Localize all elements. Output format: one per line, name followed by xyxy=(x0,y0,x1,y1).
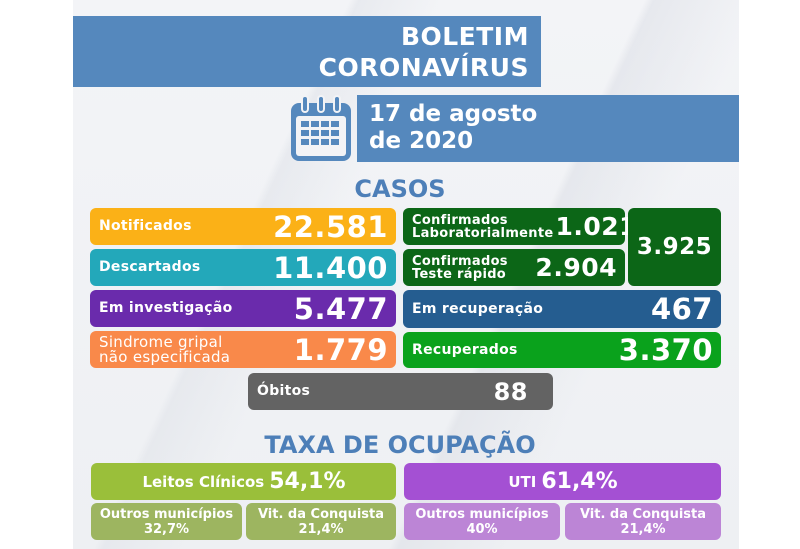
confirmados-lab-card: Confirmados Laboratorialmente 1.021 xyxy=(403,208,637,245)
leitos-clinicos-card: Leitos Clínicos 54,1% xyxy=(91,463,396,500)
confirmados-lab-label-line-1: Confirmados xyxy=(412,212,508,228)
confirmados-rapido-value: 2.904 xyxy=(535,253,617,282)
obitos-value: 88 xyxy=(493,377,528,406)
leitos-outros-value: 32,7% xyxy=(143,521,190,537)
obitos-label: Óbitos xyxy=(257,383,311,399)
uti-outros-value: 40% xyxy=(466,521,498,537)
date-line-2: de 2020 xyxy=(369,128,474,154)
sindrome-gripal-card: Sindrome gripal não especificada 1.779 xyxy=(90,331,396,368)
notificados-value: 22.581 xyxy=(273,209,388,244)
confirmados-total-value: 3.925 xyxy=(636,234,713,260)
confirmados-total-card: 3.925 xyxy=(628,208,721,286)
ocupacao-title: TAXA DE OCUPAÇÃO xyxy=(264,431,536,459)
uti-vitoria-card: Vit. da Conquista 21,4% xyxy=(565,503,721,540)
uti-outros-municipios-card: Outros municípios 40% xyxy=(404,503,560,540)
leitos-vitoria-value: 21,4% xyxy=(298,521,344,537)
confirmados-rapido-label: Confirmados Teste rápido xyxy=(412,255,508,281)
calendar-icon xyxy=(289,94,353,164)
uti-value: 61,4% xyxy=(541,469,618,494)
uti-card: UTI 61,4% xyxy=(404,463,721,500)
confirmados-lab-label-line-2: Laboratorialmente xyxy=(412,225,554,241)
date-line-1: 17 de agosto xyxy=(369,101,538,127)
title-line-2: CORONAVÍRUS xyxy=(318,53,529,82)
title-banner: BOLETIM CORONAVÍRUS xyxy=(73,16,541,87)
confirmados-lab-value: 1.021 xyxy=(555,212,638,241)
date-banner: 17 de agosto de 2020 xyxy=(357,95,739,162)
recuperados-label: Recuperados xyxy=(412,341,518,358)
sindrome-gripal-label-line-2: não especificada xyxy=(99,347,231,366)
leitos-clinicos-label: Leitos Clínicos xyxy=(142,472,265,491)
em-investigacao-value: 5.477 xyxy=(293,291,388,326)
leitos-vitoria-label: Vit. da Conquista xyxy=(257,506,385,522)
leitos-outros-label: Outros municípios xyxy=(99,506,234,522)
notificados-label: Notificados xyxy=(99,218,192,234)
confirmados-lab-label: Confirmados Laboratorialmente xyxy=(412,214,553,240)
uti-vitoria-label: Vit. da Conquista xyxy=(579,506,707,522)
confirmados-rapido-label-line-1: Confirmados xyxy=(412,253,508,269)
uti-label: UTI xyxy=(508,472,537,491)
leitos-clinicos-value: 54,1% xyxy=(269,469,346,494)
leitos-outros-municipios-card: Outros municípios 32,7% xyxy=(91,503,242,540)
recuperados-card: Recuperados 3.370 xyxy=(403,332,721,368)
em-recuperacao-card: Em recuperação 467 xyxy=(403,290,721,328)
leitos-vitoria-card: Vit. da Conquista 21,4% xyxy=(246,503,396,540)
uti-vitoria-value: 21,4% xyxy=(620,521,666,537)
confirmados-rapido-card: Confirmados Teste rápido 2.904 xyxy=(403,249,625,286)
em-investigacao-card: Em investigação 5.477 xyxy=(90,290,396,327)
sindrome-gripal-label-line-1: Sindrome gripal xyxy=(99,332,223,351)
sindrome-gripal-value: 1.779 xyxy=(293,332,388,367)
descartados-value: 11.400 xyxy=(273,250,388,285)
em-recuperacao-value: 467 xyxy=(650,292,713,326)
descartados-card: Descartados 11.400 xyxy=(90,249,396,286)
confirmados-rapido-label-line-2: Teste rápido xyxy=(412,266,507,282)
notificados-card: Notificados 22.581 xyxy=(90,208,396,245)
obitos-card: Óbitos 88 xyxy=(248,373,553,410)
em-investigacao-label: Em investigação xyxy=(99,300,233,316)
uti-outros-label: Outros municípios xyxy=(415,506,549,522)
descartados-label: Descartados xyxy=(99,259,201,275)
title-line-1: BOLETIM xyxy=(400,22,529,51)
sindrome-gripal-label: Sindrome gripal não especificada xyxy=(99,332,231,366)
em-recuperacao-label: Em recuperação xyxy=(412,300,544,317)
casos-title: CASOS xyxy=(354,175,446,203)
recuperados-value: 3.370 xyxy=(618,333,713,367)
